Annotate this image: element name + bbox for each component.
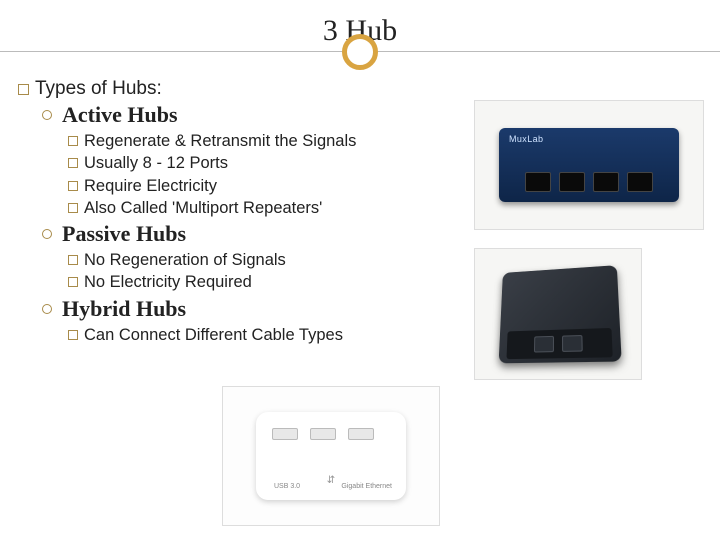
- rj45-port-icon: [534, 336, 554, 353]
- lvl1-label: Types of Hubs:: [35, 78, 162, 100]
- square-bullet-icon: [68, 136, 78, 146]
- usb-port-icon: [348, 428, 374, 440]
- image-hybrid-hub: USB 3.0 ⇵ Gigabit Ethernet: [222, 386, 440, 526]
- usb-row: [272, 428, 374, 440]
- square-bullet-icon: [68, 181, 78, 191]
- usb-port-icon: [310, 428, 336, 440]
- lvl3-text: Can Connect Different Cable Types: [84, 324, 343, 346]
- square-bullet-icon: [68, 203, 78, 213]
- lvl3-text: Require Electricity: [84, 175, 217, 197]
- lvl2-heading: Hybrid Hubs: [62, 296, 186, 322]
- ethernet-port-icon: [593, 172, 619, 192]
- title-area: 3 Hub: [18, 14, 702, 70]
- slide: 3 Hub Types of Hubs: Active Hubs Regener…: [0, 0, 720, 540]
- rj45-port-icon: [562, 335, 583, 352]
- circle-bullet-icon: [42, 110, 52, 120]
- lvl3-text: Regenerate & Retransmit the Signals: [84, 130, 356, 152]
- label-usb: USB 3.0: [274, 483, 300, 490]
- square-bullet-icon: [68, 277, 78, 287]
- device-usb-hub: USB 3.0 ⇵ Gigabit Ethernet: [256, 412, 406, 500]
- title-ring-icon: [342, 34, 378, 70]
- device-blue-hub: [499, 128, 679, 202]
- usb-port-icon: [272, 428, 298, 440]
- label-center-icon: ⇵: [327, 475, 335, 486]
- lvl3-text: Usually 8 - 12 Ports: [84, 152, 228, 174]
- lvl3-text: No Regeneration of Signals: [84, 249, 286, 271]
- image-active-hub: [474, 100, 704, 230]
- ports-row: [513, 172, 665, 192]
- lvl1-types-of-hubs: Types of Hubs:: [18, 78, 702, 100]
- lvl2-heading: Passive Hubs: [62, 221, 186, 247]
- square-bullet-icon: [68, 158, 78, 168]
- square-bullet-icon: [68, 255, 78, 265]
- ethernet-port-icon: [627, 172, 653, 192]
- lvl2-heading: Active Hubs: [62, 102, 178, 128]
- lvl3-text: No Electricity Required: [84, 271, 252, 293]
- device-poe-adapter: [499, 265, 622, 363]
- device-face: [506, 328, 612, 359]
- circle-bullet-icon: [42, 304, 52, 314]
- circle-bullet-icon: [42, 229, 52, 239]
- lvl3-text: Also Called 'Multiport Repeaters': [84, 197, 322, 219]
- image-passive-hub: [474, 248, 642, 380]
- ethernet-port-icon: [559, 172, 585, 192]
- label-ethernet: Gigabit Ethernet: [341, 483, 392, 490]
- ethernet-port-icon: [525, 172, 551, 192]
- square-bullet-icon: [68, 330, 78, 340]
- square-bullet-icon: [18, 84, 29, 95]
